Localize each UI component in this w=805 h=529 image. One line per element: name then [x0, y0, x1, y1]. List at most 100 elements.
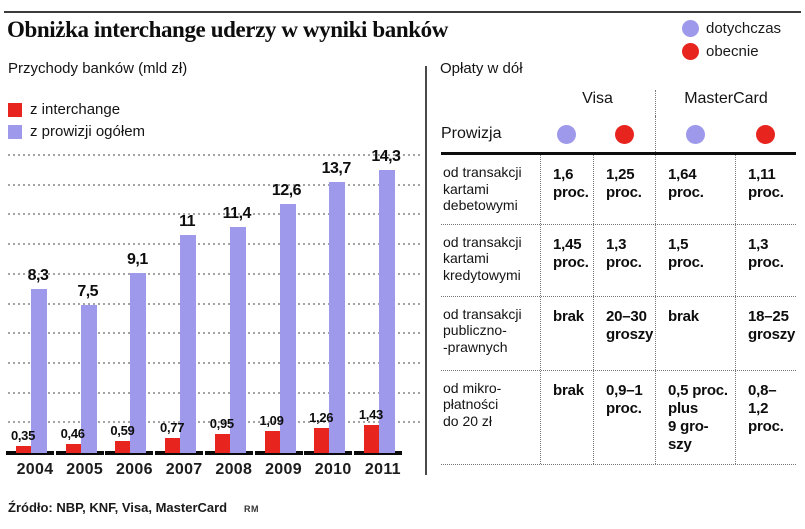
row-value: brak	[540, 296, 593, 370]
chart-legend-label: z interchange	[30, 101, 121, 118]
bar-group: 1,26 13,7 2010	[304, 150, 356, 478]
value-label-interchange: 1,09	[259, 413, 284, 429]
value-label-prowizje: 11	[179, 213, 196, 231]
red-square-icon	[8, 102, 22, 117]
prowizja-label: Prowizja	[441, 125, 502, 142]
table-row: od transakcji kartami kredytowymi 1,45 pr…	[441, 223, 796, 296]
bar-group: 0,46 7,5 2005	[55, 150, 108, 478]
prowizja-cell	[540, 116, 593, 152]
bar-interchange	[115, 441, 131, 453]
page-title: Obniżka interchange uderzy w wyniki bank…	[7, 17, 448, 42]
chart-legend-label: z prowizji ogółem	[30, 123, 146, 140]
value-label-interchange: 1,26	[309, 410, 334, 426]
row-value: 18–25 groszy	[735, 296, 796, 370]
top-rule	[4, 11, 801, 13]
bar-prowizje	[180, 235, 197, 453]
legend-item-obecnie: obecnie	[682, 43, 781, 60]
bar-interchange	[165, 437, 181, 453]
x-axis-segment	[204, 451, 253, 455]
value-label-interchange: 0,95	[209, 416, 234, 432]
bar-group: 0,95 11,4 2008	[204, 150, 257, 478]
value-label-prowizje: 13,7	[321, 159, 352, 177]
bar-interchange	[16, 446, 31, 453]
row-value: 1,64 proc.	[655, 155, 735, 224]
row-label: od transakcji kartami debetowymi	[443, 164, 522, 214]
row-value: 0,9–1 proc.	[593, 370, 655, 464]
bar-prowizje	[80, 304, 97, 453]
bar-interchange	[214, 434, 230, 453]
header-spacer	[441, 90, 540, 116]
fees-table: Visa MasterCard Prowizja od transakcji k…	[441, 90, 796, 465]
value-label-interchange: 0,59	[110, 423, 135, 439]
value-label-interchange: 1,43	[358, 406, 383, 422]
x-axis-segment	[155, 451, 204, 455]
red-dot-icon	[756, 124, 775, 144]
purple-dot-icon	[686, 124, 705, 144]
row-value: 0,8–1,2 proc.	[735, 370, 796, 464]
header-mastercard: MasterCard	[655, 90, 796, 116]
x-axis-segment	[6, 451, 54, 455]
gridline	[8, 332, 422, 335]
row-value: 1,45 proc.	[540, 224, 593, 296]
prowizja-cell	[593, 116, 655, 152]
row-value: 1,6 proc.	[540, 155, 593, 224]
row-value: 1,3 proc.	[735, 224, 796, 296]
value-label-interchange: 0,77	[160, 419, 185, 435]
value-label-prowizje: 8,3	[27, 266, 49, 284]
value-label-prowizje: 7,5	[77, 282, 99, 300]
purple-dot-icon	[682, 20, 699, 37]
bar-chart: 0,35 8,3 2004 0,46 7,5 2005 0,59 9,1 2006 0,77 11 2…	[6, 147, 422, 478]
x-axis-year: 2006	[115, 461, 153, 478]
bar-interchange	[314, 428, 330, 453]
value-label-prowizje: 9,1	[127, 250, 148, 268]
gridline	[8, 272, 422, 275]
table-rows: od transakcji kartami debetowymi 1,6 proc…	[441, 155, 796, 465]
bar-interchange	[264, 431, 280, 453]
bar-group: 0,77 11 2007	[155, 150, 207, 478]
x-axis-year: 2011	[364, 461, 401, 478]
legend-label: obecnie	[706, 43, 759, 60]
x-axis-segment	[353, 451, 402, 455]
chart-legend-item-prowizje: z prowizji ogółem	[8, 123, 145, 140]
row-value: 1,3 proc.	[593, 224, 655, 296]
chart-subtitle: Przychody banków (mld zł)	[8, 60, 188, 77]
x-axis-year: 2005	[66, 461, 104, 478]
table-row: od transakcji kartami debetowymi 1,6 proc…	[441, 155, 796, 224]
prowizja-row: Prowizja	[441, 116, 796, 152]
bar-group: 1,43 14,3 2011	[353, 147, 406, 478]
legend-top: dotychczas obecnie	[682, 20, 781, 66]
x-axis-year: 2004	[16, 461, 54, 478]
gridline	[8, 154, 422, 156]
row-value: brak	[655, 296, 735, 370]
value-label-interchange: 0,46	[60, 425, 85, 441]
value-label-interchange: 0,35	[10, 428, 36, 444]
row-label: od mikro- płatności do 20 zł	[443, 379, 502, 429]
source-line: Źródło: NBP, KNF, Visa, MasterCard	[8, 500, 228, 515]
bar-group: 1,09 12,6 2009	[254, 150, 307, 478]
bar-prowizje	[279, 203, 296, 453]
gridline	[8, 391, 422, 394]
row-value: 1,5 proc.	[655, 224, 735, 296]
value-label-prowizje: 14,3	[371, 147, 401, 165]
gridline	[8, 243, 422, 246]
bar-interchange	[65, 443, 81, 453]
x-axis-segment	[304, 451, 353, 455]
red-dot-icon	[614, 124, 634, 144]
row-value: brak	[540, 370, 593, 464]
bar-prowizje	[378, 169, 395, 453]
bar-prowizje	[31, 288, 47, 453]
prowizja-cell	[735, 116, 796, 152]
legend-item-dotychczas: dotychczas	[682, 20, 781, 37]
bar-group: 0,59 9,1 2006	[105, 150, 157, 478]
gridline	[8, 183, 422, 186]
purple-dot-icon	[557, 124, 576, 144]
purple-square-icon	[8, 124, 22, 139]
red-dot-icon	[682, 43, 699, 60]
row-label: od transakcji publiczno- -prawnych	[443, 305, 522, 355]
value-label-prowizje: 11,4	[222, 205, 252, 223]
gridline	[8, 213, 422, 216]
row-value: 1,11 proc.	[735, 155, 796, 224]
gridline	[8, 421, 422, 424]
x-axis-year: 2008	[215, 461, 253, 478]
